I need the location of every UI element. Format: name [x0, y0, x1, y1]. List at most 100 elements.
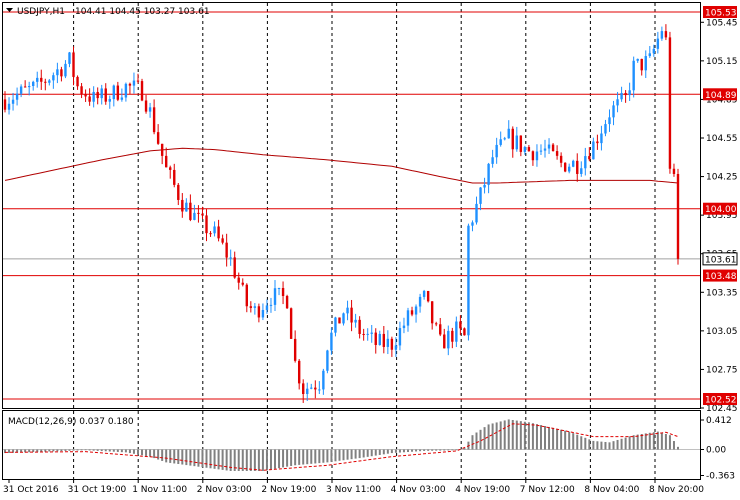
candle-body	[144, 100, 148, 112]
candles	[3, 24, 680, 403]
candle-body	[68, 52, 71, 64]
candle-body	[600, 133, 603, 144]
candle-body	[96, 91, 99, 99]
candle-body	[636, 58, 639, 61]
macd-signal-line	[4, 423, 679, 471]
candle-body	[7, 103, 11, 110]
candle-body	[193, 212, 196, 220]
candle-body	[447, 330, 450, 349]
price-tick-label: 103.05	[706, 327, 738, 337]
candle-body	[302, 383, 305, 394]
candle-body	[386, 338, 390, 347]
candle-body	[443, 334, 446, 349]
level-tag	[703, 393, 737, 405]
level-tag-label: 104.89	[705, 91, 737, 101]
level-tag	[703, 88, 737, 101]
candle-body	[394, 345, 398, 350]
price-tick-label: 105.15	[706, 57, 738, 67]
candle-body	[322, 370, 325, 390]
candle-body	[523, 147, 527, 152]
candle-body	[52, 75, 55, 81]
candle-body	[189, 202, 192, 220]
candle-body	[612, 105, 615, 118]
candle-body	[620, 92, 623, 100]
candle-body	[32, 81, 35, 87]
candle-body	[293, 338, 297, 361]
candle-body	[402, 325, 406, 329]
macd-tick-label: -0.363	[706, 471, 735, 481]
candle-body	[156, 132, 160, 144]
candle-body	[592, 141, 595, 160]
price-tick-label: 102.45	[706, 404, 738, 414]
candle-body	[410, 310, 414, 315]
candle-body	[567, 166, 571, 172]
candle-body	[511, 128, 514, 150]
price-tick-label: 103.95	[706, 211, 738, 221]
triangle-down-icon[interactable]	[6, 8, 13, 12]
candle-body	[120, 97, 124, 100]
candle-body	[245, 284, 248, 307]
candle-body	[76, 76, 79, 87]
candle-body	[390, 338, 394, 350]
macd-tick-label: 0.412	[706, 416, 732, 426]
candle-body	[487, 163, 490, 185]
candle-body	[644, 56, 647, 71]
candle-body	[467, 225, 470, 336]
candle-body	[136, 80, 140, 82]
candle-body	[406, 310, 410, 326]
candle-body	[23, 86, 27, 88]
candle-body	[237, 277, 240, 283]
time-label: 3 Nov 11:00	[326, 485, 381, 495]
candle-body	[398, 328, 402, 346]
candle-body	[48, 80, 51, 83]
candle-body	[640, 58, 643, 71]
candle-body	[148, 107, 152, 112]
candle-body	[547, 144, 551, 149]
candle-body	[527, 147, 531, 152]
candle-body	[576, 160, 579, 174]
candle-body	[213, 226, 216, 234]
candle-body	[515, 135, 519, 150]
level-tag-label: 104.00	[705, 205, 737, 215]
horizontal-levels[interactable]	[3, 11, 700, 400]
candle-body	[80, 86, 83, 95]
level-tag-label: 105.53	[705, 9, 737, 19]
candle-body	[209, 233, 212, 235]
candle-body	[378, 333, 381, 345]
candle-body	[185, 202, 188, 212]
price-tick-label: 105.45	[706, 18, 738, 28]
candle-body	[491, 157, 494, 164]
level-tag	[703, 6, 737, 18]
candle-body	[197, 212, 200, 214]
current-price-label: 103.61	[705, 255, 737, 265]
candle-body	[422, 290, 426, 297]
candle-body	[40, 77, 43, 82]
candle-body	[221, 238, 224, 243]
time-label: 8 Nov 20:00	[649, 485, 704, 495]
candle-body	[44, 81, 47, 83]
candle-body	[543, 148, 547, 151]
candle-body	[330, 332, 333, 351]
candle-body	[310, 387, 313, 389]
candle-body	[108, 99, 111, 102]
candle-body	[507, 128, 510, 139]
candle-body	[217, 226, 220, 239]
candle-body	[632, 60, 635, 91]
candle-body	[334, 317, 337, 333]
candle-body	[624, 92, 627, 96]
candle-body	[660, 31, 664, 39]
candle-body	[451, 330, 454, 342]
candle-body	[535, 151, 539, 161]
price-tick-label: 104.25	[706, 173, 738, 183]
candle-body	[588, 156, 591, 160]
candle-body	[84, 94, 87, 97]
candle-body	[326, 350, 329, 371]
candle-body	[551, 144, 555, 152]
price-axis: 105.45 105.15 104.85 104.55 104.25 103.95 103.…	[700, 6, 738, 414]
candle-body	[531, 151, 535, 161]
candle-body	[563, 162, 567, 172]
candle-body	[128, 83, 132, 86]
price-tick-label: 104.85	[706, 95, 738, 105]
candle-body	[201, 213, 204, 216]
